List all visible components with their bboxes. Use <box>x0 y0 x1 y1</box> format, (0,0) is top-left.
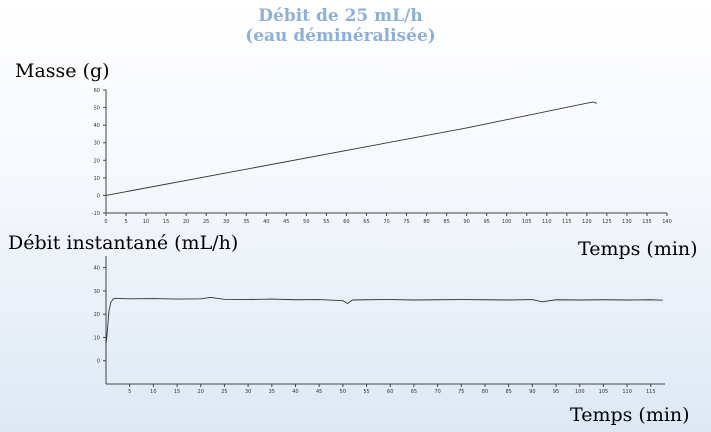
chart-title: Débit de 25 mL/h (eau déminéralisée) <box>0 6 681 46</box>
x-tick-label: 35 <box>269 389 275 395</box>
x-tick-label: 75 <box>458 389 464 395</box>
y-tick-label: 40 <box>94 266 100 272</box>
x-tick-label: 115 <box>562 219 572 225</box>
y-tick-label: 40 <box>94 123 100 129</box>
x-tick-label: 130 <box>622 219 632 225</box>
x-tick-label: 70 <box>383 219 389 225</box>
x-tick-label: 10 <box>150 389 156 395</box>
x-tick-label: 80 <box>482 389 488 395</box>
data-series-line <box>105 296 663 345</box>
x-tick-label: 10 <box>143 219 149 225</box>
x-tick-label: 65 <box>363 219 369 225</box>
x-tick-label: 105 <box>599 389 609 395</box>
x-tick-label: 90 <box>529 389 535 395</box>
x-tick-label: 25 <box>221 389 227 395</box>
x-tick-label: 85 <box>505 389 511 395</box>
x-tick-label: 5 <box>128 389 131 395</box>
x-tick-label: 50 <box>340 389 346 395</box>
y-tick-label: 60 <box>94 88 100 94</box>
x-tick-label: 0 <box>104 219 107 225</box>
x-tick-label: 40 <box>292 389 298 395</box>
top-x-axis-label: Temps (min) <box>578 238 698 260</box>
y-tick-label: 0 <box>97 193 100 199</box>
x-tick-label: 75 <box>403 219 409 225</box>
x-tick-label: 95 <box>553 389 559 395</box>
x-tick-label: 100 <box>575 389 585 395</box>
y-tick-label: -10 <box>92 211 100 217</box>
y-tick-label: 10 <box>94 335 100 341</box>
x-tick-label: 55 <box>363 389 369 395</box>
x-tick-label: 110 <box>622 389 632 395</box>
top-y-axis-label: Masse (g) <box>15 60 110 82</box>
x-tick-label: 85 <box>443 219 449 225</box>
x-tick-label: 15 <box>174 389 180 395</box>
x-tick-label: 80 <box>423 219 429 225</box>
x-tick-label: 135 <box>642 219 652 225</box>
x-tick-label: 115 <box>646 389 656 395</box>
x-tick-label: 45 <box>316 389 322 395</box>
mass-chart: -10 0 10 20 30 40 50 60 0 5 10 15 20 25 30 35 40 45 50 55 60… <box>92 88 672 225</box>
y-tick-label: 10 <box>94 176 100 182</box>
flow-chart: 0 10 20 30 40 5 10 15 20 25 30 35 40 45 50 55 60 65 70 75 80… <box>94 256 665 395</box>
x-tick-label: 5 <box>124 219 127 225</box>
x-tick-label: 15 <box>163 219 169 225</box>
x-tick-label: 90 <box>463 219 469 225</box>
x-tick-label: 70 <box>434 389 440 395</box>
x-tick-label: 105 <box>522 219 532 225</box>
x-tick-label: 20 <box>183 219 189 225</box>
x-tick-label: 100 <box>502 219 512 225</box>
y-tick-label: 30 <box>94 141 100 147</box>
x-tick-label: 50 <box>303 219 309 225</box>
y-tick-label: 50 <box>94 106 100 112</box>
data-series-line <box>105 101 598 196</box>
bottom-x-axis-label: Temps (min) <box>570 404 690 426</box>
x-tick-label: 30 <box>223 219 229 225</box>
x-tick-label: 25 <box>203 219 209 225</box>
x-tick-label: 40 <box>263 219 269 225</box>
x-tick-label: 60 <box>343 219 349 225</box>
x-tick-label: 20 <box>198 389 204 395</box>
x-tick-label: 125 <box>602 219 612 225</box>
x-tick-label: 65 <box>411 389 417 395</box>
title-line-1: Débit de 25 mL/h <box>258 6 423 26</box>
y-tick-label: 20 <box>94 158 100 164</box>
x-tick-label: 140 <box>662 219 672 225</box>
x-tick-label: 110 <box>542 219 552 225</box>
y-tick-label: 20 <box>94 312 100 318</box>
x-tick-label: 35 <box>243 219 249 225</box>
x-tick-label: 30 <box>245 389 251 395</box>
x-tick-label: 95 <box>483 219 489 225</box>
x-tick-label: 45 <box>283 219 289 225</box>
x-tick-label: 120 <box>582 219 592 225</box>
x-tick-label: 60 <box>387 389 393 395</box>
x-tick-label: 55 <box>323 219 329 225</box>
y-tick-label: 0 <box>97 359 100 365</box>
y-tick-label: 30 <box>94 289 100 295</box>
title-line-2: (eau déminéralisée) <box>245 26 436 46</box>
bottom-y-axis-label: Débit instantané (mL/h) <box>8 232 239 254</box>
